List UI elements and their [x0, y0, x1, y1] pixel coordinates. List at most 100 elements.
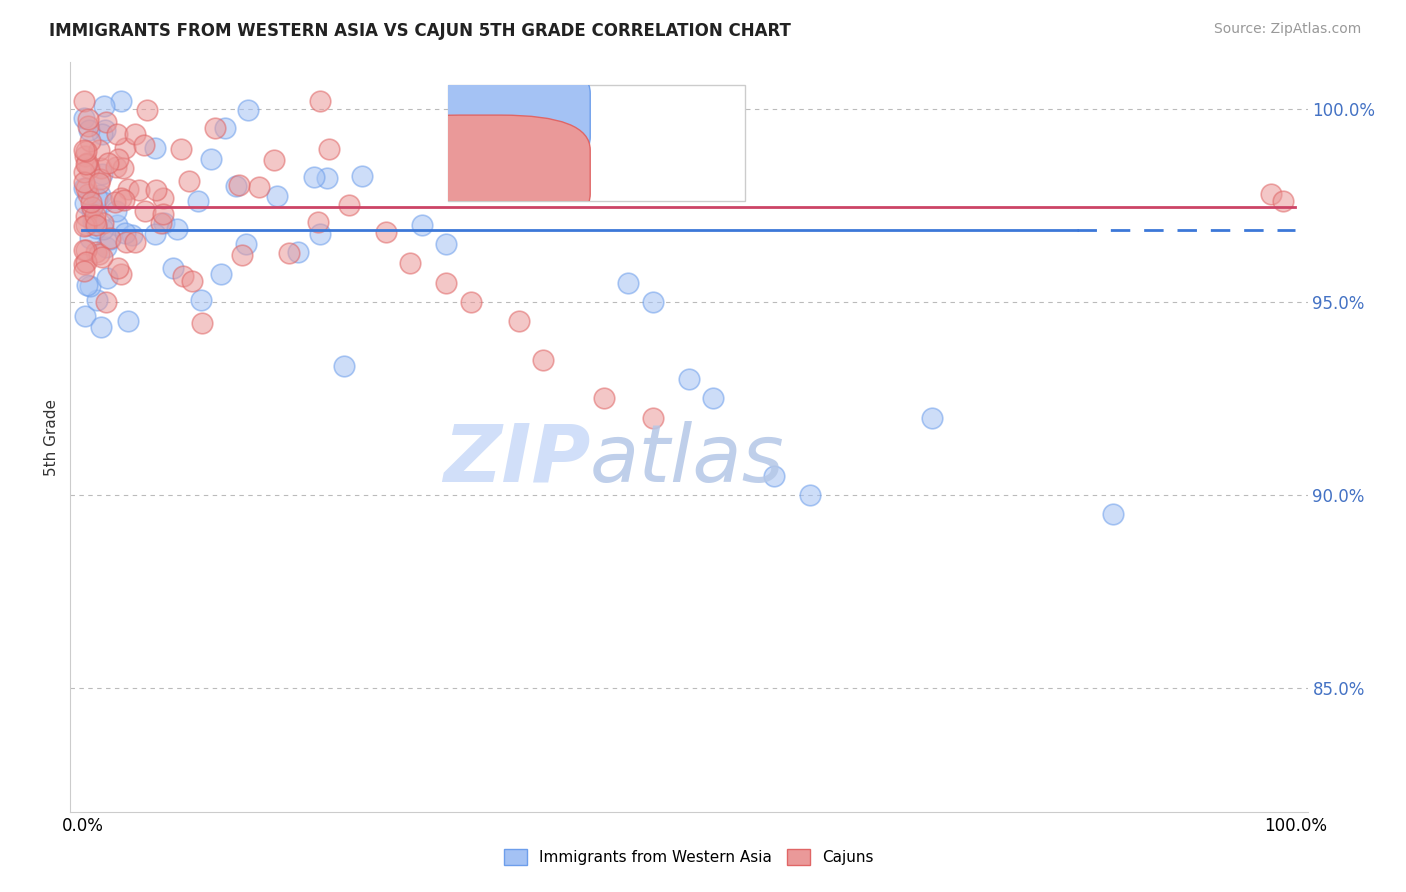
Point: [79, 161, 101, 175]
Point: [143, 141, 166, 155]
Point: [89, 247, 111, 261]
Point: [93, 99, 115, 113]
Point: [90, 320, 112, 334]
Point: [593, 392, 616, 406]
Point: [104, 203, 127, 218]
Point: [91, 222, 114, 236]
Point: [96, 270, 118, 285]
Point: [152, 191, 174, 205]
Point: [72, 143, 94, 157]
Point: [89, 172, 111, 186]
Point: [94, 123, 117, 137]
Point: [77, 119, 100, 133]
Point: [337, 198, 360, 212]
Point: [73, 309, 96, 323]
Point: [107, 152, 129, 166]
Point: [72, 243, 94, 257]
Point: [641, 410, 664, 425]
Point: [170, 142, 193, 156]
Point: [172, 269, 194, 284]
Point: [84, 245, 107, 260]
Point: [82, 215, 104, 229]
Point: [318, 142, 340, 156]
Point: [84, 214, 107, 228]
Point: [762, 468, 785, 483]
Point: [702, 392, 724, 406]
Point: [266, 189, 288, 203]
Point: [263, 153, 285, 168]
Point: [124, 127, 146, 141]
Point: [77, 112, 100, 127]
Point: [96, 295, 118, 310]
Point: [128, 183, 150, 197]
Point: [678, 372, 700, 386]
Point: [98, 231, 121, 245]
Point: [86, 191, 108, 205]
Point: [75, 149, 97, 163]
Point: [1272, 194, 1295, 209]
Point: [411, 218, 433, 232]
Point: [73, 196, 96, 211]
Point: [79, 134, 101, 148]
Point: [76, 180, 98, 194]
Point: [76, 278, 98, 293]
Point: [114, 227, 136, 241]
Point: [132, 138, 155, 153]
Point: [235, 236, 257, 251]
Point: [124, 235, 146, 249]
Point: [72, 165, 94, 179]
Point: [460, 294, 482, 309]
Point: [1260, 186, 1282, 201]
Point: [104, 160, 127, 174]
Point: [75, 243, 97, 257]
Point: [143, 227, 166, 242]
Point: [110, 267, 132, 281]
Point: [76, 210, 98, 224]
Y-axis label: 5th Grade: 5th Grade: [44, 399, 59, 475]
Point: [434, 276, 457, 290]
Point: [302, 169, 325, 184]
Point: [121, 227, 143, 242]
Point: [83, 209, 105, 223]
Point: [134, 204, 156, 219]
Point: [1102, 508, 1125, 522]
Point: [114, 235, 136, 249]
Point: [84, 218, 107, 232]
Point: [75, 254, 97, 268]
Point: [135, 103, 157, 117]
Point: [149, 216, 172, 230]
Point: [374, 226, 396, 240]
Point: [228, 178, 250, 192]
Point: [110, 94, 132, 108]
Point: [225, 179, 247, 194]
Text: Source: ZipAtlas.com: Source: ZipAtlas.com: [1213, 22, 1361, 37]
Point: [94, 240, 117, 254]
Point: [112, 193, 135, 207]
Point: [90, 161, 112, 175]
Point: [97, 155, 120, 169]
Point: [287, 244, 309, 259]
Point: [114, 141, 136, 155]
Point: [107, 260, 129, 275]
Point: [105, 127, 128, 141]
Point: [91, 167, 114, 181]
Point: [117, 314, 139, 328]
Point: [247, 180, 270, 194]
Point: [277, 246, 299, 260]
Point: [112, 161, 135, 175]
Point: [72, 219, 94, 233]
Point: [307, 215, 329, 229]
Point: [79, 231, 101, 245]
Point: [72, 94, 94, 108]
Legend: Immigrants from Western Asia, Cajuns: Immigrants from Western Asia, Cajuns: [498, 843, 880, 871]
Point: [72, 175, 94, 189]
Point: [399, 256, 422, 270]
Point: [231, 248, 253, 262]
Point: [93, 195, 115, 210]
Point: [214, 121, 236, 136]
Point: [90, 250, 112, 264]
Point: [190, 293, 212, 307]
Point: [531, 352, 554, 367]
Point: [641, 294, 664, 309]
Text: atlas: atlas: [591, 420, 785, 499]
